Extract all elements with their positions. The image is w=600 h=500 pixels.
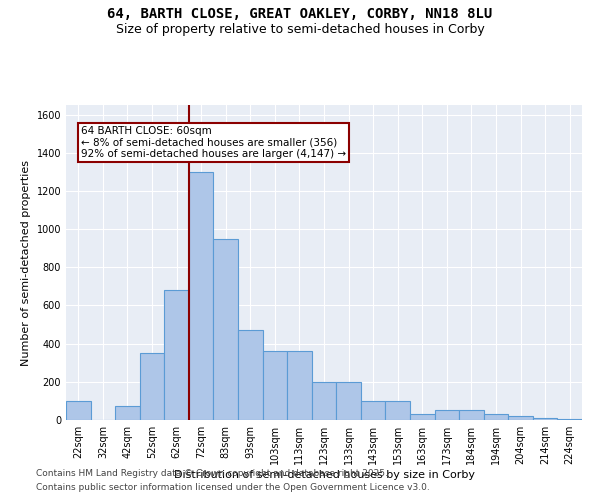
Bar xyxy=(361,401,385,420)
Bar xyxy=(410,414,434,420)
Text: 64, BARTH CLOSE, GREAT OAKLEY, CORBY, NN18 8LU: 64, BARTH CLOSE, GREAT OAKLEY, CORBY, NN… xyxy=(107,8,493,22)
Bar xyxy=(336,382,361,420)
Bar xyxy=(508,416,533,420)
Bar xyxy=(238,330,263,420)
Bar xyxy=(115,406,140,420)
Bar xyxy=(164,290,189,420)
Bar xyxy=(533,418,557,420)
Bar xyxy=(312,382,336,420)
Bar xyxy=(484,414,508,420)
Bar xyxy=(459,410,484,420)
Bar xyxy=(189,172,214,420)
Bar xyxy=(287,352,312,420)
X-axis label: Distribution of semi-detached houses by size in Corby: Distribution of semi-detached houses by … xyxy=(173,470,475,480)
Bar xyxy=(557,419,582,420)
Bar xyxy=(66,401,91,420)
Text: 64 BARTH CLOSE: 60sqm
← 8% of semi-detached houses are smaller (356)
92% of semi: 64 BARTH CLOSE: 60sqm ← 8% of semi-detac… xyxy=(81,126,346,159)
Bar xyxy=(434,410,459,420)
Text: Contains public sector information licensed under the Open Government Licence v3: Contains public sector information licen… xyxy=(36,484,430,492)
Text: Size of property relative to semi-detached houses in Corby: Size of property relative to semi-detach… xyxy=(116,22,484,36)
Text: Contains HM Land Registry data © Crown copyright and database right 2025.: Contains HM Land Registry data © Crown c… xyxy=(36,468,388,477)
Bar xyxy=(385,401,410,420)
Y-axis label: Number of semi-detached properties: Number of semi-detached properties xyxy=(21,160,31,366)
Bar xyxy=(214,238,238,420)
Bar xyxy=(140,353,164,420)
Bar xyxy=(263,352,287,420)
